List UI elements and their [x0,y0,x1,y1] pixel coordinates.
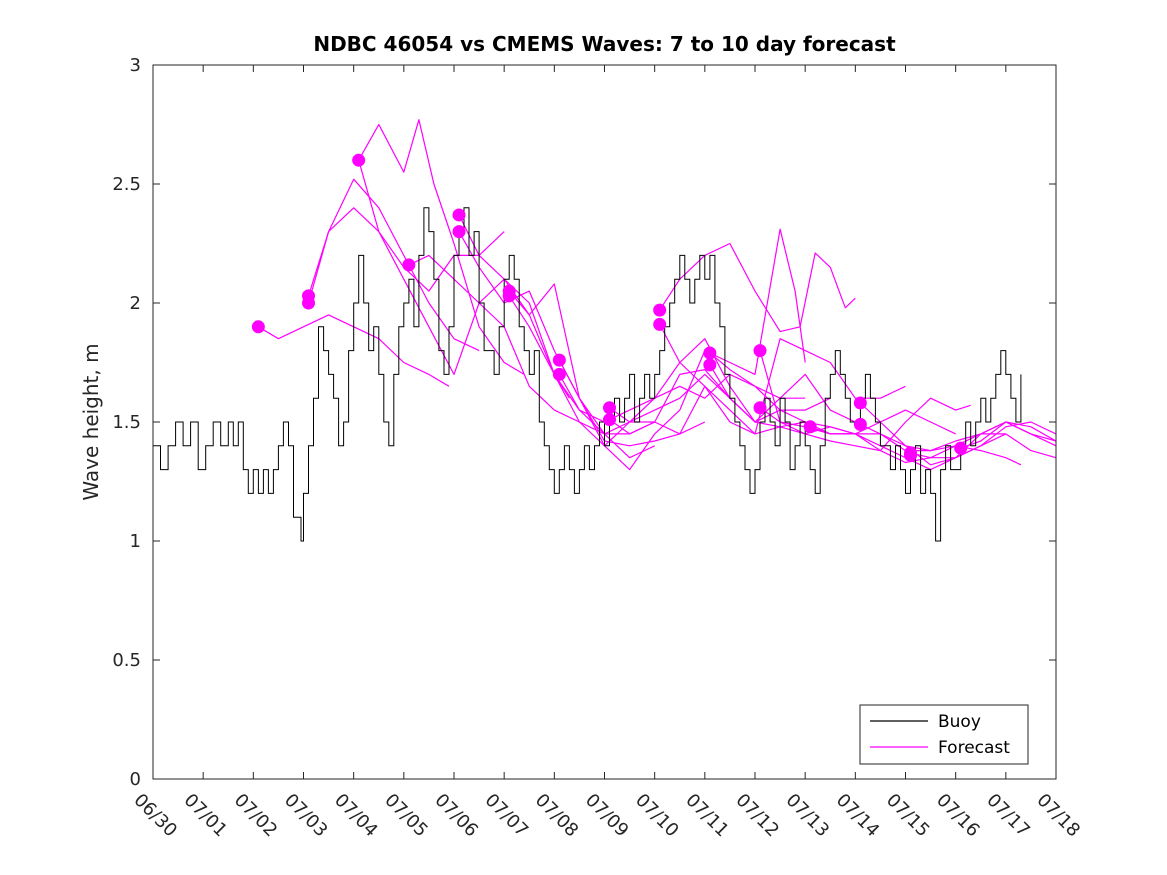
forecast-series-line [358,160,570,399]
chart-title: NDBC 46054 vs CMEMS Waves: 7 to 10 day f… [313,32,896,56]
forecast-start-marker [402,258,416,272]
y-tick-label: 3 [130,55,141,76]
forecast-start-marker [753,344,767,358]
y-tick-label: 2.5 [112,174,141,195]
y-tick-label: 2 [130,293,141,314]
forecast-start-marker [653,303,667,317]
y-tick-label: 0 [130,769,141,790]
forecast-series-line [558,338,831,423]
forecast-start-marker [853,417,867,431]
forecast-start-marker [302,296,316,310]
forecast-start-marker [552,353,566,367]
legend-box [859,704,1029,765]
legend: Buoy Forecast [859,704,1029,765]
legend-label-forecast: Forecast [938,738,1010,758]
forecast-start-marker [954,441,968,455]
forecast-series-line [910,421,1057,459]
y-tick-label: 1 [130,531,141,552]
forecast-series-line [960,421,1057,449]
forecast-start-marker [703,346,717,360]
buoy-series-line [153,207,1022,542]
forecast-start-marker [603,401,617,415]
forecast-start-marker [803,420,817,434]
forecast-series-line [759,407,1022,466]
forecast-start-marker [703,358,717,372]
forecast-series-line [408,254,655,435]
y-axis-label: Wave height, m [79,343,103,500]
forecast-series-line [558,228,806,471]
forecast-series-line [659,242,856,333]
forecast-start-marker [853,396,867,410]
forecast-series-line [860,421,1057,452]
data-layer [153,119,1057,542]
forecast-series-line [709,364,971,452]
forecast-start-marker [904,448,918,462]
y-tick-label: 0.5 [112,650,141,671]
forecast-start-marker [603,413,617,427]
legend-label-buoy: Buoy [938,712,981,732]
y-tick-label: 1.5 [112,412,141,433]
forecast-start-marker [552,367,566,381]
forecast-series-line [358,119,525,375]
forecast-start-marker [251,320,265,334]
forecast-start-marker [653,317,667,331]
forecast-start-marker [452,208,466,222]
forecast-start-marker [352,153,366,167]
forecast-start-marker [452,225,466,239]
forecast-series-line [307,178,480,352]
forecast-start-marker [753,401,767,415]
forecast-start-marker [502,289,516,303]
